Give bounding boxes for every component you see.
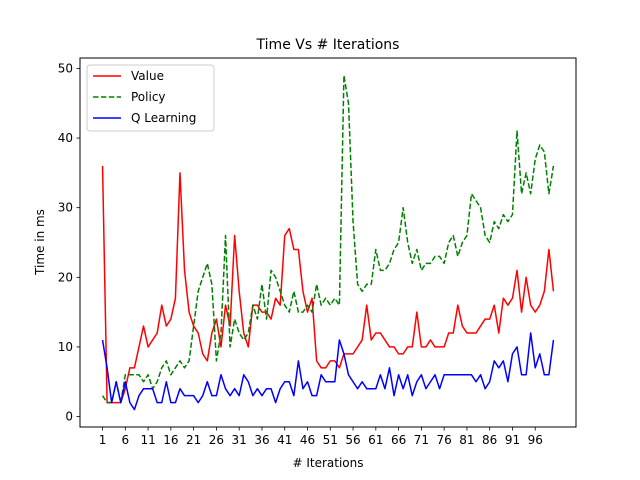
x-tick-label: 96	[528, 433, 543, 447]
chart-title: Time Vs # Iterations	[256, 37, 400, 53]
y-axis: 0 10 20 30 40 50	[58, 61, 80, 424]
series-line-value	[101, 165, 555, 404]
x-axis: 1 6 11 16 21 26 31 36 41 46 51 56 61 66 71 76 81 86 91 96	[99, 427, 543, 447]
legend-label: Q Learning	[131, 111, 196, 125]
x-tick-label: 56	[345, 433, 360, 447]
legend: Value Policy Q Learning	[86, 64, 215, 132]
x-tick-label: 31	[232, 433, 247, 447]
x-tick-label: 41	[277, 433, 292, 447]
x-tick-label: 66	[391, 433, 406, 447]
x-tick-label: 71	[414, 433, 429, 447]
series-line-q-learning	[101, 332, 555, 411]
legend-label: Policy	[131, 90, 166, 104]
y-tick-label: 50	[58, 61, 73, 75]
x-tick-label: 81	[459, 433, 474, 447]
x-tick-label: 26	[209, 433, 224, 447]
x-tick-label: 46	[300, 433, 315, 447]
x-tick-label: 21	[186, 433, 201, 447]
series-layer	[101, 74, 555, 411]
x-tick-label: 6	[121, 433, 129, 447]
y-axis-title: Time in ms	[33, 209, 47, 276]
x-tick-label: 61	[368, 433, 383, 447]
x-axis-title: # Iterations	[292, 456, 363, 470]
x-tick-label: 91	[505, 433, 520, 447]
y-tick-label: 40	[58, 131, 73, 145]
y-tick-label: 20	[58, 270, 73, 284]
x-tick-label: 1	[99, 433, 107, 447]
x-tick-label: 16	[163, 433, 178, 447]
y-tick-label: 0	[65, 410, 73, 424]
x-tick-label: 36	[254, 433, 269, 447]
x-tick-label: 76	[437, 433, 452, 447]
legend-label: Value	[131, 69, 164, 83]
x-tick-label: 51	[323, 433, 338, 447]
y-tick-label: 10	[58, 340, 73, 354]
x-tick-label: 11	[140, 433, 155, 447]
legend-box	[86, 64, 215, 132]
series-line-policy	[101, 74, 555, 404]
plot-area-frame	[79, 57, 577, 428]
y-tick-label: 30	[58, 201, 73, 215]
x-tick-label: 86	[482, 433, 497, 447]
